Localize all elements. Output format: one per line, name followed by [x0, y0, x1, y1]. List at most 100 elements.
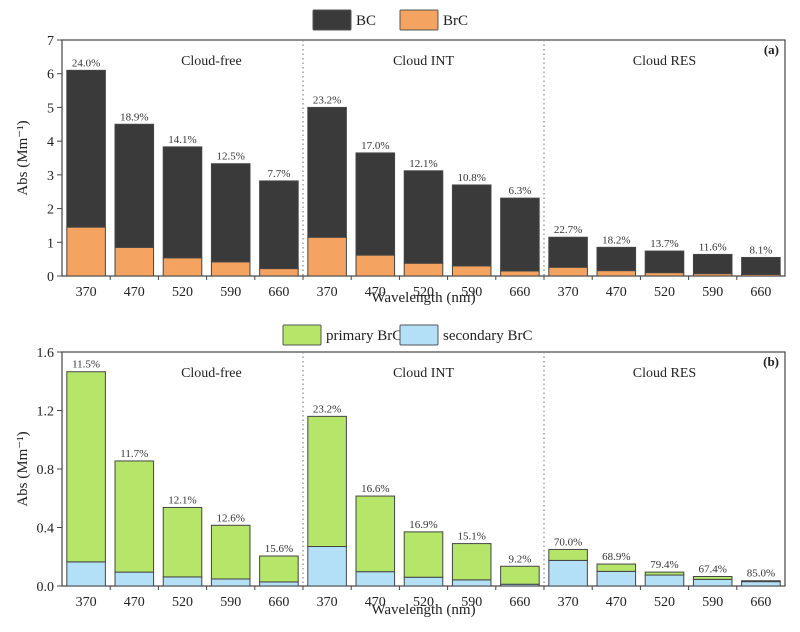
bar-brc — [307, 236, 347, 277]
bar-brc — [162, 257, 203, 277]
bar-bc — [548, 236, 588, 268]
x-tick-label: 590 — [461, 285, 482, 300]
bar-percentage-label: 11.7% — [120, 448, 148, 460]
y-tick-label: 0 — [47, 270, 54, 285]
x-tick-label: 370 — [558, 285, 579, 300]
bar-percentage-label: 12.1% — [409, 158, 437, 170]
x-tick-label: 590 — [702, 595, 723, 610]
bar-primary-brc — [741, 580, 781, 583]
bar-percentage-label: 16.6% — [361, 483, 389, 495]
y-tick-label: 3 — [47, 169, 54, 184]
bar-primary-brc — [355, 495, 396, 573]
x-tick-label: 520 — [172, 595, 193, 610]
bar-brc — [451, 265, 492, 277]
panel-label: (b) — [763, 354, 779, 369]
x-tick-label: 520 — [654, 595, 675, 610]
bar-percentage-label: 6.3% — [508, 185, 531, 197]
bar-bc — [451, 184, 492, 267]
group-label-cloud-free: Cloud-free — [181, 366, 242, 381]
bar-percentage-label: 12.5% — [216, 151, 244, 163]
bar-percentage-label: 17.0% — [361, 140, 389, 152]
x-tick-label: 520 — [413, 285, 434, 300]
bar-secondary-brc — [259, 581, 299, 587]
bar-bc — [259, 180, 299, 270]
x-tick-label: 660 — [750, 595, 771, 610]
bar-percentage-label: 9.2% — [508, 553, 531, 565]
x-tick-label: 590 — [702, 285, 723, 300]
bar-percentage-label: 15.1% — [457, 531, 485, 543]
chart-panel-b: primary BrC secondary BrC 0.0 0.4 0.8 1.2 1.6 A… — [15, 324, 786, 618]
x-tick-label: 470 — [124, 595, 145, 610]
bar-secondary-brc — [548, 559, 588, 587]
bar-bc — [210, 163, 251, 263]
bar-percentage-label: 18.9% — [120, 111, 148, 123]
bar-percentage-label: 22.7% — [554, 224, 582, 236]
bar-percentage-label: 24.0% — [72, 57, 100, 69]
y-tick-label: 4 — [47, 135, 54, 150]
bar-secondary-brc — [114, 571, 155, 587]
bar-secondary-brc — [596, 570, 637, 587]
bar-secondary-brc — [307, 546, 347, 587]
legend: primary BrC secondary BrC — [282, 324, 533, 346]
legend-label-brc: BrC — [443, 13, 468, 29]
bar-percentage-label: 14.1% — [168, 134, 196, 146]
bar-secondary-brc — [66, 561, 106, 587]
x-tick-label: 660 — [268, 285, 289, 300]
bar-percentage-label: 15.6% — [265, 543, 293, 555]
bar-bc — [596, 246, 637, 272]
y-tick-label: 0.8 — [37, 463, 55, 478]
group-label-cloud-int: Cloud INT — [393, 366, 455, 381]
chart-panel-a: BC BrC 0 1 2 3 4 5 6 7 Abs (Mm⁻¹) (a) Cloud-free Clou… — [15, 9, 786, 306]
x-tick-label: 370 — [76, 595, 97, 610]
bar-percentage-label: 7.7% — [267, 168, 290, 180]
y-tick-label: 0.0 — [37, 580, 55, 595]
bar-percentage-label: 11.6% — [699, 241, 727, 253]
x-tick-label: 370 — [76, 285, 97, 300]
bar-primary-brc — [66, 371, 106, 563]
y-tick-label: 5 — [47, 101, 54, 116]
bar-brc — [66, 226, 106, 277]
bar-bc — [692, 253, 733, 275]
y-tick-label: 6 — [47, 68, 54, 83]
x-tick-label: 370 — [317, 595, 338, 610]
x-axis-title: Wavelength (nm) — [371, 290, 475, 306]
bar-percentage-label: 12.1% — [168, 494, 196, 506]
bar-percentage-label: 79.4% — [650, 559, 678, 571]
y-tick-label: 2 — [47, 203, 54, 218]
bar-bc — [403, 170, 444, 264]
group-label-cloud-res: Cloud RES — [633, 366, 696, 381]
x-tick-label: 660 — [509, 285, 530, 300]
bar-bc — [355, 152, 396, 256]
bar-primary-brc — [500, 565, 540, 585]
y-axis-title: Abs (Mm⁻¹) — [15, 120, 31, 195]
bar-secondary-brc — [451, 579, 492, 587]
bar-secondary-brc — [644, 574, 685, 587]
x-tick-label: 370 — [558, 595, 579, 610]
x-tick-label: 470 — [606, 595, 627, 610]
legend-label-secondary-brc: secondary BrC — [443, 328, 533, 344]
bar-bc — [644, 250, 685, 274]
bar-bc — [307, 106, 347, 238]
group-label-cloud-res: Cloud RES — [633, 54, 696, 69]
bar-primary-brc — [403, 531, 444, 578]
bar-brc — [403, 262, 444, 277]
x-tick-label: 470 — [606, 285, 627, 300]
bar-brc — [644, 272, 685, 277]
bar-percentage-label: 12.6% — [216, 512, 244, 524]
bar-secondary-brc — [162, 576, 203, 587]
y-axis-title: Abs (Mm⁻¹) — [15, 431, 31, 506]
bar-percentage-label: 68.9% — [602, 551, 630, 563]
bar-primary-brc — [644, 571, 685, 576]
bar-secondary-brc — [355, 571, 396, 587]
x-tick-label: 590 — [461, 595, 482, 610]
x-tick-label: 520 — [413, 595, 434, 610]
legend-label-primary-brc: primary BrC — [326, 328, 402, 344]
legend-swatch-secondary-brc — [399, 324, 439, 346]
bar-percentage-label: 23.2% — [313, 94, 341, 106]
bar-percentage-label: 85.0% — [747, 568, 775, 580]
bar-bc — [741, 256, 781, 275]
bar-percentage-label: 8.1% — [749, 244, 772, 256]
bar-brc — [259, 268, 299, 277]
x-tick-label: 660 — [268, 595, 289, 610]
